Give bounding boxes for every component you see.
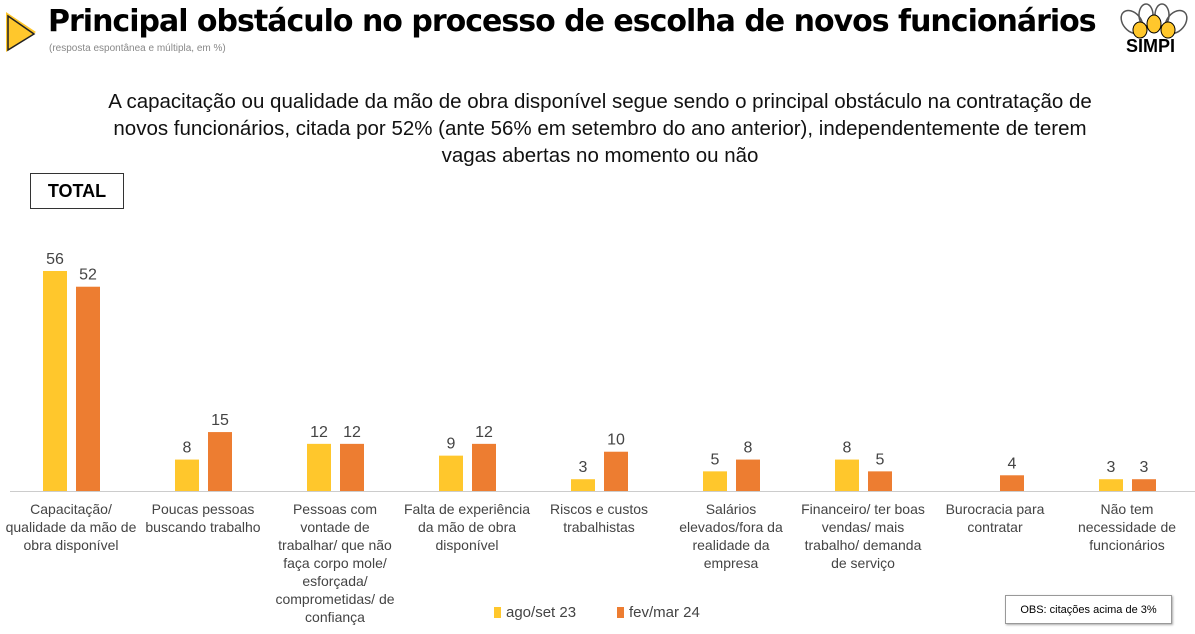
legend-label: fev/mar 24 <box>629 604 700 621</box>
headline: A capacitação ou qualidade da mão de obr… <box>108 90 1092 167</box>
data-label: 8 <box>843 440 852 457</box>
simpi-logo <box>1120 3 1188 39</box>
note-box: OBS: citações acima de 3% <box>1005 595 1172 624</box>
data-label: 56 <box>46 251 64 268</box>
data-label: 5 <box>876 451 885 468</box>
legend-item-fev-mar-24: fev/mar 24 <box>617 604 700 621</box>
category-label: Poucas pessoas buscando trabalho <box>145 501 261 535</box>
legend-label: ago/set 23 <box>506 604 577 621</box>
bar <box>340 443 364 491</box>
page-subtitle: (resposta espontânea e múltipla, em %) <box>49 43 226 54</box>
legend-swatch <box>494 607 501 618</box>
category-label: Falta de experiência da mão de obra disp… <box>403 501 531 553</box>
filter-label: TOTAL <box>30 173 124 209</box>
bar <box>1099 479 1123 491</box>
bar <box>868 471 892 491</box>
bar <box>703 471 727 491</box>
category-label: Burocracia para contratar <box>945 501 1045 535</box>
data-label: 12 <box>475 424 493 441</box>
page-title: Principal obstáculo no processo de escol… <box>48 4 1097 39</box>
bar <box>175 459 199 491</box>
data-label: 8 <box>183 440 192 457</box>
bar <box>43 271 67 491</box>
bar <box>571 479 595 491</box>
category-label: Capacitação/ qualidade da mão de obra di… <box>5 501 137 553</box>
category-label: Riscos e custos trabalhistas <box>549 501 649 535</box>
data-label: 52 <box>79 267 97 284</box>
bar <box>307 443 331 491</box>
bar <box>76 286 100 491</box>
data-label: 12 <box>343 424 361 441</box>
data-label: 5 <box>711 451 720 468</box>
legend-swatch <box>617 607 624 618</box>
logo-text: SIMPI <box>1126 36 1176 56</box>
bar <box>472 443 496 491</box>
data-label: 3 <box>1140 459 1149 476</box>
legend-item-ago-set-23: ago/set 23 <box>494 604 576 621</box>
data-label: 8 <box>744 440 753 457</box>
category-label: Salários elevados/fora da realidade da e… <box>679 501 783 571</box>
category-label: Não tem necessidade de funcionários <box>1077 501 1177 553</box>
bar <box>1132 479 1156 491</box>
category-label: Financeiro/ ter boas vendas/ mais trabal… <box>801 501 925 571</box>
data-label: 9 <box>447 436 456 453</box>
data-label: 3 <box>1107 459 1116 476</box>
bar <box>1000 475 1024 491</box>
category-label: Pessoas com vontade de trabalhar/ que nã… <box>275 501 395 625</box>
bar <box>208 432 232 491</box>
bar <box>736 459 760 491</box>
bar <box>835 459 859 491</box>
data-label: 15 <box>211 412 229 429</box>
play-arrow-icon <box>6 12 36 52</box>
data-label: 10 <box>607 432 625 449</box>
bar <box>604 451 628 491</box>
data-label: 12 <box>310 424 328 441</box>
data-label: 3 <box>579 459 588 476</box>
data-label: 4 <box>1008 455 1017 472</box>
bar <box>439 455 463 491</box>
